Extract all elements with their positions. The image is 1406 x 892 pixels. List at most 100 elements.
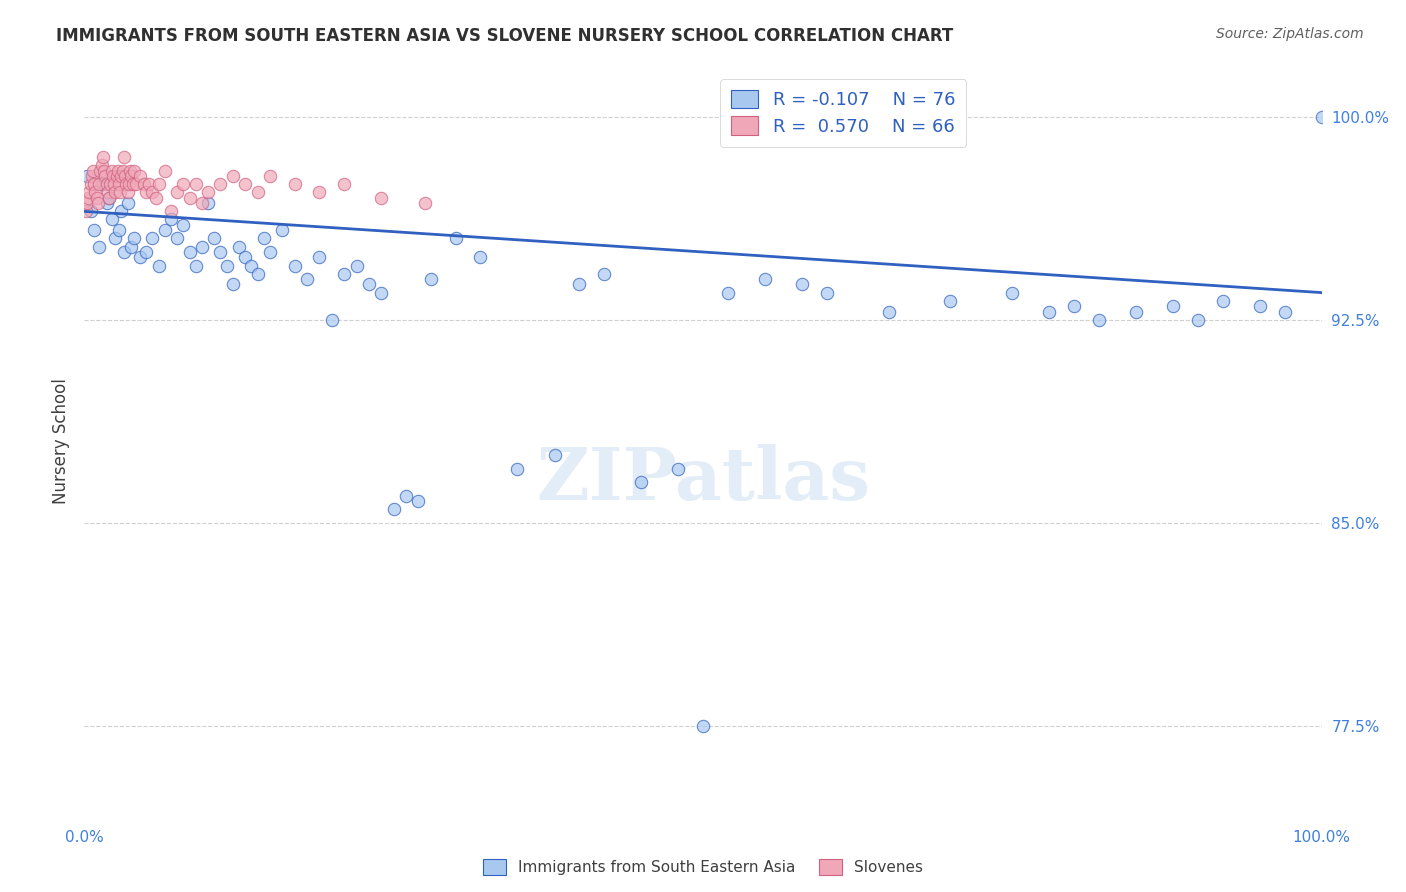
Point <box>215 259 238 273</box>
Point <box>135 244 157 259</box>
Point <box>179 244 201 259</box>
Point <box>593 267 616 281</box>
Point <box>202 231 225 245</box>
Point <box>222 277 245 292</box>
Point <box>103 178 125 192</box>
Point <box>112 244 135 259</box>
Point <box>568 277 591 292</box>
Point <box>395 489 418 503</box>
Point <box>120 239 142 253</box>
Point <box>790 277 813 292</box>
Point <box>80 169 103 184</box>
Point <box>197 186 219 200</box>
Point <box>939 293 962 308</box>
Point <box>877 304 900 318</box>
Point <box>79 186 101 200</box>
Point <box>209 244 232 259</box>
Point <box>160 212 183 227</box>
Point <box>129 169 152 184</box>
Point <box>121 178 143 192</box>
Point <box>233 251 256 265</box>
Point <box>228 239 250 253</box>
Point <box>111 163 134 178</box>
Point <box>98 191 121 205</box>
Point <box>122 163 145 178</box>
Point <box>75 204 97 219</box>
Point <box>101 169 124 184</box>
Point <box>246 267 269 281</box>
Point <box>470 251 492 265</box>
Point <box>240 259 263 273</box>
Point <box>370 285 392 300</box>
Point <box>129 251 152 265</box>
Point <box>120 169 142 184</box>
Text: IMMIGRANTS FROM SOUTH EASTERN ASIA VS SLOVENE NURSERY SCHOOL CORRELATION CHART: IMMIGRANTS FROM SOUTH EASTERN ASIA VS SL… <box>56 27 953 45</box>
Point <box>506 461 529 475</box>
Point <box>82 163 104 178</box>
Point <box>94 169 117 184</box>
Point <box>110 169 132 184</box>
Text: ZIPatlas: ZIPatlas <box>536 444 870 515</box>
Point <box>1187 312 1209 326</box>
Point <box>76 169 98 184</box>
Point <box>118 178 141 192</box>
Point <box>98 191 121 205</box>
Point <box>1125 304 1147 318</box>
Point <box>86 191 108 205</box>
Point <box>141 231 163 245</box>
Point <box>138 178 160 192</box>
Point <box>135 186 157 200</box>
Point <box>148 259 170 273</box>
Point <box>233 178 256 192</box>
Point <box>110 186 132 200</box>
Point <box>117 196 139 211</box>
Point <box>1310 110 1333 124</box>
Point <box>308 186 330 200</box>
Point <box>114 169 136 184</box>
Point <box>179 191 201 205</box>
Point <box>666 461 689 475</box>
Point <box>110 204 132 219</box>
Point <box>413 196 436 211</box>
Point <box>153 163 176 178</box>
Point <box>89 239 111 253</box>
Point <box>166 186 188 200</box>
Point <box>104 231 127 245</box>
Point <box>370 191 392 205</box>
Point <box>1088 312 1111 326</box>
Point <box>91 150 114 164</box>
Point <box>419 272 441 286</box>
Point <box>166 231 188 245</box>
Point <box>1038 304 1060 318</box>
Point <box>108 178 131 192</box>
Point <box>1274 304 1296 318</box>
Point <box>115 178 138 192</box>
Point <box>84 186 107 200</box>
Point <box>259 244 281 259</box>
Point <box>1212 293 1234 308</box>
Point <box>77 191 100 205</box>
Point <box>141 186 163 200</box>
Point <box>284 178 307 192</box>
Point <box>543 448 565 462</box>
Point <box>284 259 307 273</box>
Y-axis label: Nursery School: Nursery School <box>52 378 70 505</box>
Point <box>197 196 219 211</box>
Point <box>1249 299 1271 313</box>
Point <box>222 169 245 184</box>
Point <box>105 169 128 184</box>
Point <box>333 178 356 192</box>
Point <box>692 719 714 733</box>
Point <box>97 186 120 200</box>
Point <box>191 196 214 211</box>
Point <box>91 178 114 192</box>
Point <box>112 150 135 164</box>
Point <box>125 178 148 192</box>
Point <box>83 223 105 237</box>
Point <box>382 502 405 516</box>
Point <box>333 267 356 281</box>
Point <box>100 163 122 178</box>
Point <box>145 191 167 205</box>
Point <box>117 186 139 200</box>
Point <box>444 231 467 245</box>
